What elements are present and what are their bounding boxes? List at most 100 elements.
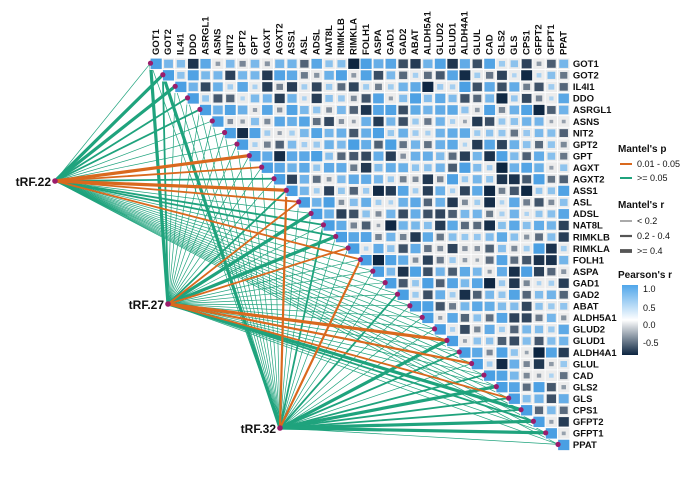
row-label-GLUD2: GLUD2 — [573, 325, 605, 336]
row-label-PPAT: PPAT — [573, 440, 597, 451]
heatmap-square-DDO-GLUL — [473, 94, 482, 103]
heatmap-square-DDO-FOLH1 — [361, 94, 371, 103]
heatmap-square-DDO-GFPT2 — [535, 95, 543, 102]
pearson-tick-1: 1.0 — [643, 284, 656, 294]
link-tRF.32-GLUD1 — [278, 338, 449, 430]
hub-tRF.27 — [165, 301, 171, 307]
heatmap-square-ASPA-CAD — [487, 269, 492, 274]
row-label-GLUL: GLUL — [573, 359, 599, 370]
heatmap-square-IL4I1-GLUD2 — [437, 84, 444, 90]
heatmap-square-RIMKLA-GFPT1 — [546, 243, 557, 254]
heatmap-square-RIMKLB-ALDH5A1 — [422, 232, 433, 242]
heatmap-square-IL4I1-AGXT2 — [276, 83, 283, 90]
heatmap-square-ASL-CPS1 — [523, 199, 531, 206]
heatmap-square-IL4I1-GLUD1 — [449, 84, 456, 90]
link-tRF.27-ADSL — [166, 211, 313, 306]
heatmap-square-GPT-ADSL — [311, 151, 323, 162]
row-label-ASPA: ASPA — [573, 267, 599, 278]
heatmap-square-ASNS-ASNS — [212, 116, 224, 127]
heatmap-square-RIMKLA-ABAT — [410, 243, 421, 254]
heatmap-square-RIMKLA-ALDH4A1 — [462, 246, 468, 252]
heatmap-square-GOT2-ALDH4A1 — [459, 70, 471, 81]
heatmap-square-GPT2-GLUD1 — [447, 139, 458, 150]
heatmap-square-GOT2-ABAT — [412, 72, 419, 78]
pearson-colorbar — [622, 285, 638, 355]
heatmap-square-ADSL-ADSL — [311, 208, 323, 220]
heatmap-square-RIMKLB-GLUL — [473, 233, 481, 241]
heatmap-square-GOT2-GLS — [512, 73, 517, 78]
heatmap-square-ASPA-CPS1 — [521, 266, 533, 277]
col-label-GLS: GLS — [509, 35, 520, 55]
heatmap-square-AGXT2-NAT8L — [326, 177, 332, 182]
heatmap-square-DDO-GLS2 — [496, 93, 508, 104]
heatmap-square-ASNS-ADSL — [312, 117, 321, 126]
heatmap-square-GLUD1-PPAT — [559, 336, 569, 346]
heatmap-square-ASPA-GLS2 — [497, 267, 507, 277]
hub-tRF.32 — [277, 425, 283, 431]
heatmap-square-DDO-GLS — [511, 95, 518, 102]
heatmap-square-ASL-RIMKLB — [338, 199, 345, 205]
heatmap-square-GOT1-PPAT — [559, 59, 569, 68]
link-tRF.22-ABAT — [54, 180, 411, 307]
heatmap-square-NIT2-NAT8L — [324, 128, 334, 138]
heatmap-square-ADSL-GFPT1 — [547, 210, 556, 218]
link-tRF.27-GPT — [167, 155, 250, 305]
heatmap-square-GOT1-RIMKLB — [337, 60, 346, 68]
heatmap-square-DDO-GLUD2 — [435, 93, 446, 104]
heatmap-square-IL4I1-GAD2 — [398, 82, 408, 92]
row-label-CAD: CAD — [573, 371, 594, 382]
heatmap-square-ASRGL1-FOLH1 — [360, 105, 372, 115]
heatmap-square-GAD1-CAD — [484, 278, 496, 289]
heatmap-square-ABAT-GFPT1 — [548, 303, 555, 310]
heatmap-square-GLUD2-PPAT — [558, 324, 569, 335]
heatmap-square-AGXT-GLUL — [473, 163, 482, 172]
heatmap-square-GPT-ALDH5A1 — [422, 151, 433, 161]
heatmap-square-ABAT-CAD — [484, 301, 495, 311]
heatmap-square-NIT2-GAD1 — [387, 130, 395, 137]
node-GAD2 — [394, 291, 401, 297]
heatmap-square-AGXT2-GLS2 — [496, 174, 508, 185]
legend-r-high-label: >= 0.4 — [637, 246, 663, 256]
heatmap-square-ASNS-ABAT — [412, 118, 419, 125]
heatmap-square-ASPA-ALDH5A1 — [423, 267, 433, 277]
heatmap-square-ASL-FOLH1 — [361, 197, 371, 207]
link-tRF.27-ASRGL1 — [167, 109, 201, 305]
heatmap-square-GOT1-ASS1 — [287, 59, 297, 69]
heatmap-square-GOT1-GOT1 — [150, 58, 162, 69]
heatmap-square-FOLH1-PPAT — [559, 255, 569, 265]
heatmap-square-ASPA-GAD2 — [397, 266, 409, 277]
heatmap-square-GOT2-ASS1 — [286, 70, 298, 81]
heatmap-square-ASS1-ASL — [299, 186, 309, 195]
heatmap-square-ASNS-CAD — [484, 117, 495, 126]
heatmap-square-GOT2-GAD2 — [399, 71, 408, 80]
heatmap-square-GPT-RIMKLA — [349, 152, 359, 161]
heatmap-square-GOT1-GLUL — [472, 59, 482, 69]
heatmap-square-GOT1-GPT — [250, 59, 260, 68]
heatmap-square-NAT8L-NAT8L — [323, 220, 335, 231]
row-label-FOLH1: FOLH1 — [573, 255, 605, 266]
heatmap-square-RIMKLB-GLS2 — [496, 232, 508, 242]
heatmap-square-ASPA-GLS — [508, 266, 520, 277]
heatmap-square-GPT-FOLH1 — [361, 151, 371, 161]
heatmap-square-GPT2-GAD1 — [385, 139, 397, 150]
heatmap-square-ASL-ASPA — [375, 199, 382, 206]
node-ADSL — [308, 210, 314, 216]
col-label-ASPA: ASPA — [373, 29, 384, 55]
heatmap-square-ADSL-CAD — [486, 210, 494, 218]
heatmap-square-AGXT-CAD — [486, 165, 493, 171]
heatmap-square-GLUL-CAD — [486, 361, 493, 367]
link-tRF.32-GLS — [279, 397, 510, 429]
trf-labels: tRF.22 tRF.27 tRF.32 — [16, 175, 277, 436]
row-label-GFPT1: GFPT1 — [573, 429, 604, 440]
heatmap-square-GPT2-NAT8L — [324, 140, 334, 149]
row-label-GPT2: GPT2 — [573, 140, 598, 151]
heatmap-square-ABAT-GLUD2 — [435, 302, 445, 311]
heatmap-square-GPT-GLS — [510, 152, 519, 161]
heatmap-square-GOT2-DDO — [187, 70, 199, 81]
heatmap-square-ADSL-PPAT — [558, 209, 569, 219]
legend-pearson-title: Pearson's r — [618, 270, 672, 281]
heatmap-square-ASL-ABAT — [410, 197, 421, 208]
heatmap-square-GFPT2-GFPT1 — [549, 419, 554, 424]
link-tRF.22-GLUD1 — [54, 180, 448, 341]
heatmap-square-RIMKLB-GFPT1 — [547, 233, 556, 241]
